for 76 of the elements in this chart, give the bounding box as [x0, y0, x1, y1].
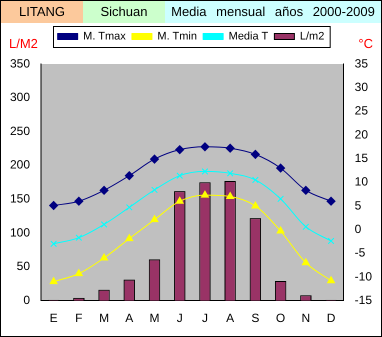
- y-tick-label: 50: [16, 259, 30, 274]
- y2-tick-label: 10: [354, 174, 368, 189]
- y2-tick-label: 15: [354, 150, 368, 165]
- y-tick-label: 200: [10, 158, 30, 172]
- point: [250, 150, 260, 159]
- x-tick-label: M: [99, 311, 110, 326]
- x-tick-label: A: [125, 311, 134, 326]
- y2-tick-label: 35: [354, 56, 368, 70]
- y2-tick-label: 5: [354, 198, 362, 212]
- point: [251, 201, 260, 208]
- legend-label: M. Tmin: [157, 30, 197, 43]
- point: [125, 234, 134, 242]
- point: [276, 226, 285, 234]
- point: [74, 269, 83, 276]
- point: [50, 240, 57, 248]
- point: [226, 170, 234, 177]
- y2-tick-label: 20: [354, 127, 368, 142]
- point: [302, 223, 310, 230]
- point: [302, 258, 310, 266]
- point: [326, 196, 336, 206]
- point: [226, 144, 235, 153]
- point: [150, 215, 158, 222]
- y-tick-label: 0: [23, 292, 30, 307]
- point: [49, 200, 58, 210]
- x-tick-label: O: [276, 311, 286, 326]
- y-tick-label: 350: [10, 56, 30, 70]
- point: [175, 145, 184, 154]
- y2-tick-label: 30: [354, 80, 368, 94]
- y-axis-title: L/M2: [9, 36, 38, 52]
- y2-tick-label: 25: [354, 104, 368, 118]
- y2-axis-title: °C: [358, 36, 373, 52]
- y-tick-label: 100: [10, 225, 30, 240]
- point: [226, 192, 234, 199]
- y-tick-label: 250: [10, 124, 30, 138]
- point: [126, 204, 133, 211]
- y-tick-label: 300: [10, 90, 30, 104]
- x-tick-label: M: [150, 311, 160, 326]
- chart-title: LITANG: [1, 1, 83, 23]
- point: [252, 176, 259, 184]
- point: [76, 234, 82, 241]
- x-tick-label: J: [176, 311, 183, 326]
- y2-tick-label: -15: [354, 292, 372, 307]
- point: [124, 171, 134, 180]
- y2-tick-label: 0: [354, 222, 362, 236]
- point: [277, 196, 284, 202]
- x-tick-label: N: [301, 311, 310, 326]
- chart-subtitle: Sichuan: [83, 1, 165, 23]
- point: [50, 277, 58, 284]
- point: [176, 172, 184, 180]
- point: [202, 168, 208, 175]
- x-tick-label: A: [226, 311, 234, 326]
- point: [176, 196, 184, 204]
- point: [276, 164, 286, 173]
- x-tick-label: D: [326, 311, 336, 326]
- point: [328, 238, 334, 244]
- legend-label: L/m2: [300, 30, 324, 43]
- point: [74, 196, 84, 206]
- point: [100, 186, 109, 195]
- legend-label: M. Tmax: [83, 30, 126, 43]
- point: [301, 186, 310, 195]
- y2-tick-label: -5: [354, 246, 366, 260]
- y-tick-label: 150: [10, 192, 30, 206]
- x-tick-label: S: [251, 311, 260, 326]
- x-tick-label: E: [50, 311, 58, 326]
- y2-tick-label: -10: [354, 269, 372, 284]
- x-tick-label: J: [202, 311, 208, 326]
- point: [100, 221, 108, 228]
- point: [200, 142, 210, 152]
- point: [100, 254, 108, 261]
- legend-label: Media T: [228, 30, 268, 43]
- point: [150, 154, 160, 164]
- x-tick-label: F: [75, 311, 83, 326]
- point: [327, 276, 336, 284]
- point: [151, 186, 158, 194]
- point: [200, 190, 209, 198]
- text: Media mensual años 2000-2009: [165, 1, 381, 23]
